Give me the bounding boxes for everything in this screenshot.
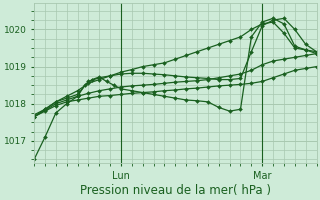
X-axis label: Pression niveau de la mer( hPa ): Pression niveau de la mer( hPa ) [80,184,271,197]
